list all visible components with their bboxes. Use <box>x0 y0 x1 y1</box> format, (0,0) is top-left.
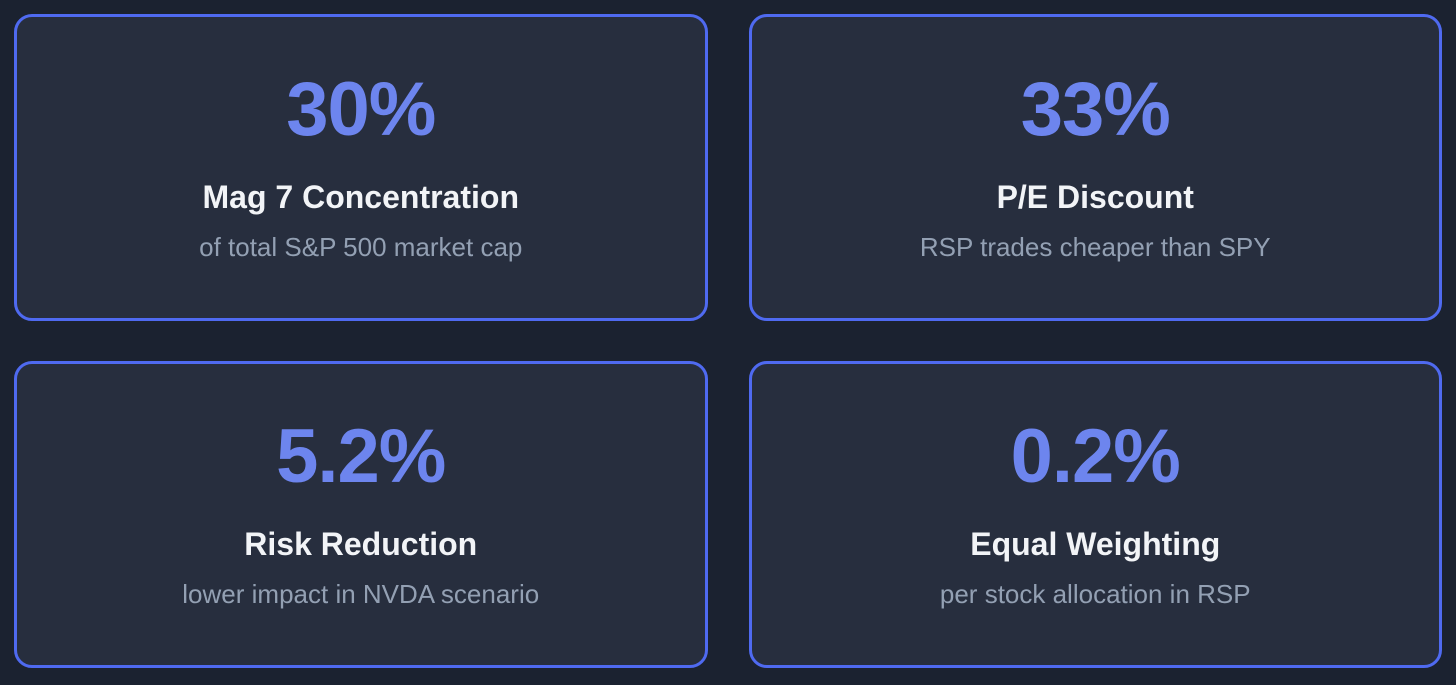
stat-title: Risk Reduction <box>244 525 478 562</box>
stat-card-equal-weighting: 0.2% Equal Weighting per stock allocatio… <box>748 361 1442 668</box>
stat-value: 0.2% <box>1010 413 1181 499</box>
stat-card-pe-discount: 33% P/E Discount RSP trades cheaper than… <box>748 14 1442 321</box>
stat-subtitle: per stock allocation in RSP <box>939 579 1251 610</box>
stat-title: Mag 7 Concentration <box>202 178 519 215</box>
stat-title: Equal Weighting <box>970 525 1221 562</box>
stat-value: 30% <box>286 66 436 152</box>
stat-subtitle: of total S&P 500 market cap <box>199 232 523 263</box>
stat-card-risk-reduction: 5.2% Risk Reduction lower impact in NVDA… <box>14 361 708 668</box>
stat-value: 33% <box>1020 66 1171 152</box>
stat-title: P/E Discount <box>996 178 1194 215</box>
stat-subtitle: lower impact in NVDA scenario <box>182 579 540 610</box>
stat-value: 5.2% <box>276 413 446 499</box>
stat-subtitle: RSP trades cheaper than SPY <box>919 232 1271 263</box>
stat-card-mag7-concentration: 30% Mag 7 Concentration of total S&P 500… <box>14 14 708 321</box>
